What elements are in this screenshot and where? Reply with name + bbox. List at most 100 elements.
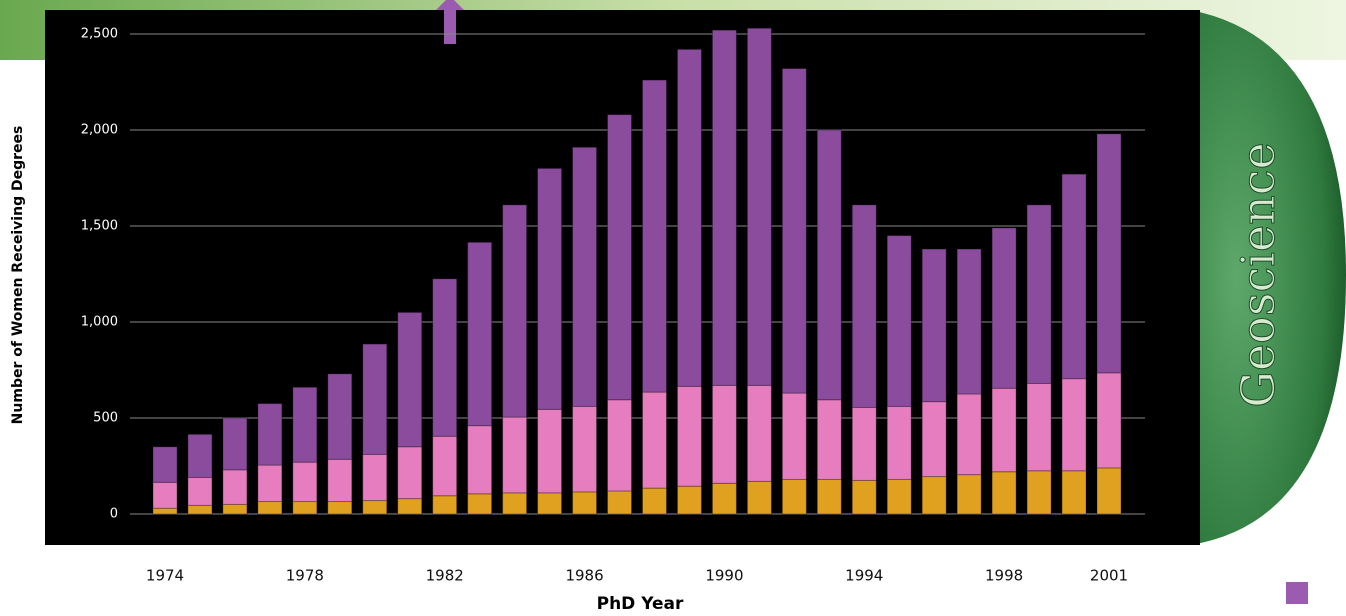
bar-segment <box>572 491 598 515</box>
bar-segment <box>956 248 982 395</box>
bar-segment <box>641 487 667 515</box>
bar-segment <box>1061 173 1087 380</box>
bar-segment <box>537 492 563 515</box>
bar-segment <box>816 129 842 401</box>
y-axis-label: Number of Women Receiving Degrees <box>10 126 26 425</box>
bar-segment <box>676 48 702 387</box>
y-tick-label: 500 <box>93 411 118 426</box>
bar-segment <box>187 477 213 506</box>
bar-segment <box>222 503 248 515</box>
bar-segment <box>187 433 213 479</box>
y-tick-label: 1,000 <box>81 315 118 330</box>
bar-segment <box>676 385 702 487</box>
bar-segment <box>432 278 458 437</box>
bar-segment <box>222 417 248 471</box>
bar-segment <box>397 311 423 448</box>
leaf-panel <box>1190 10 1346 545</box>
x-tick-label: 2001 <box>1090 567 1128 585</box>
bar-segment <box>537 167 563 410</box>
bar-segment <box>292 501 318 515</box>
bar-segment <box>711 384 737 484</box>
bar-segment <box>1096 133 1122 374</box>
bar-segment <box>641 79 667 393</box>
bar-segment <box>921 401 947 478</box>
bar-segment <box>851 406 877 481</box>
bar-segment <box>467 241 493 427</box>
bar-segment <box>152 481 178 509</box>
bar-segment <box>1096 467 1122 515</box>
y-tick-label: 1,500 <box>81 219 118 234</box>
bar-segment <box>572 146 598 407</box>
bar-segment <box>257 501 283 515</box>
x-tick-label: 1990 <box>705 567 743 585</box>
bar-segment <box>502 492 528 515</box>
bar-segment <box>851 479 877 515</box>
bar-segment <box>187 504 213 515</box>
bar-segment <box>921 248 947 403</box>
y-tick-label: 0 <box>110 507 118 522</box>
bar-segment <box>746 384 772 482</box>
bar-segment <box>362 343 388 455</box>
x-tick-label: 1974 <box>146 567 184 585</box>
x-tick-label: 1994 <box>845 567 883 585</box>
bar-segment <box>1096 372 1122 469</box>
bar-segment <box>711 482 737 515</box>
bar-segment <box>502 416 528 494</box>
x-tick-label: 1982 <box>426 567 464 585</box>
arrow-decoration <box>436 0 464 44</box>
bar-segment <box>1026 204 1052 384</box>
bar-segment <box>991 227 1017 389</box>
bar-segment <box>711 29 737 386</box>
bar-segment <box>607 399 633 492</box>
square-decoration <box>1286 582 1308 604</box>
x-tick-label: 1986 <box>565 567 603 585</box>
y-tick-label: 2,000 <box>81 123 118 138</box>
x-tick-label: 1998 <box>985 567 1023 585</box>
y-tick-label: 2,500 <box>81 27 118 42</box>
bar-segment <box>1061 378 1087 472</box>
bar-segment <box>1061 470 1087 515</box>
bar-segment <box>257 464 283 503</box>
bar-segment <box>467 493 493 515</box>
bar-segment <box>502 204 528 418</box>
bar-segment <box>152 507 178 515</box>
bar-segment <box>956 393 982 476</box>
bar-segment <box>641 391 667 489</box>
bar-segment <box>816 399 842 480</box>
bar-segment <box>397 446 423 500</box>
bar-segment <box>886 478 912 515</box>
bar-segment <box>991 471 1017 515</box>
bar-segment <box>432 435 458 497</box>
bar-segment <box>676 485 702 515</box>
bar-segment <box>397 498 423 515</box>
bar-segment <box>607 490 633 515</box>
bar-segment <box>292 386 318 463</box>
bar-segment <box>746 480 772 515</box>
bar-segment <box>1026 470 1052 515</box>
bar-segment <box>851 204 877 408</box>
bar-segment <box>327 458 353 503</box>
bar-segment <box>886 405 912 480</box>
bar-segment <box>921 476 947 515</box>
bar-segment <box>432 495 458 515</box>
annotation: Geoscience <box>1231 142 1285 408</box>
bar-segment <box>537 408 563 494</box>
bar-segment <box>152 446 178 483</box>
bar-segment <box>886 235 912 407</box>
bar-segment <box>572 405 598 493</box>
bar-segment <box>781 68 807 394</box>
bar-segment <box>257 403 283 466</box>
x-tick-label: 1978 <box>286 567 324 585</box>
bar-segment <box>362 453 388 502</box>
bar-segment <box>1026 382 1052 472</box>
bar-segment <box>222 469 248 505</box>
bar-segment <box>467 425 493 495</box>
bar-segment <box>327 501 353 515</box>
bar-segment <box>607 114 633 401</box>
x-axis-label: PhD Year <box>597 594 684 614</box>
bar-segment <box>327 373 353 460</box>
bar-segment <box>991 387 1017 473</box>
bar-segment <box>362 500 388 515</box>
bar-segment <box>781 392 807 480</box>
